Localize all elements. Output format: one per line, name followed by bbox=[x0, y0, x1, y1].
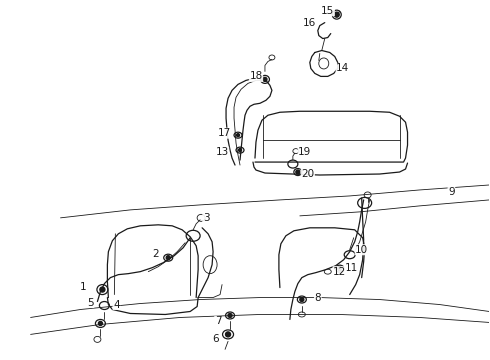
Circle shape bbox=[225, 332, 230, 337]
Text: 13: 13 bbox=[216, 147, 229, 157]
Text: 8: 8 bbox=[315, 293, 321, 302]
Circle shape bbox=[334, 12, 339, 17]
Circle shape bbox=[166, 256, 170, 260]
Text: 2: 2 bbox=[152, 249, 159, 259]
Circle shape bbox=[228, 314, 232, 318]
Text: 10: 10 bbox=[355, 245, 368, 255]
Text: 4: 4 bbox=[113, 300, 120, 310]
Circle shape bbox=[100, 287, 105, 292]
Text: 12: 12 bbox=[333, 267, 346, 276]
Text: 18: 18 bbox=[249, 71, 263, 81]
Text: 20: 20 bbox=[301, 169, 315, 179]
Text: 11: 11 bbox=[345, 263, 358, 273]
Circle shape bbox=[263, 77, 267, 81]
Circle shape bbox=[338, 267, 342, 271]
Circle shape bbox=[98, 321, 102, 325]
Circle shape bbox=[239, 149, 242, 152]
Text: 15: 15 bbox=[321, 6, 334, 15]
Text: 16: 16 bbox=[303, 18, 317, 28]
Text: 3: 3 bbox=[203, 213, 209, 223]
Text: 19: 19 bbox=[298, 147, 312, 157]
Circle shape bbox=[296, 170, 300, 174]
Circle shape bbox=[300, 298, 304, 302]
Text: 7: 7 bbox=[215, 316, 221, 327]
Text: 17: 17 bbox=[218, 128, 231, 138]
Text: 1: 1 bbox=[80, 282, 87, 292]
Text: 6: 6 bbox=[212, 334, 219, 345]
Text: 14: 14 bbox=[336, 63, 349, 73]
Text: 5: 5 bbox=[87, 297, 94, 307]
Circle shape bbox=[237, 134, 240, 137]
Text: 9: 9 bbox=[448, 187, 455, 197]
